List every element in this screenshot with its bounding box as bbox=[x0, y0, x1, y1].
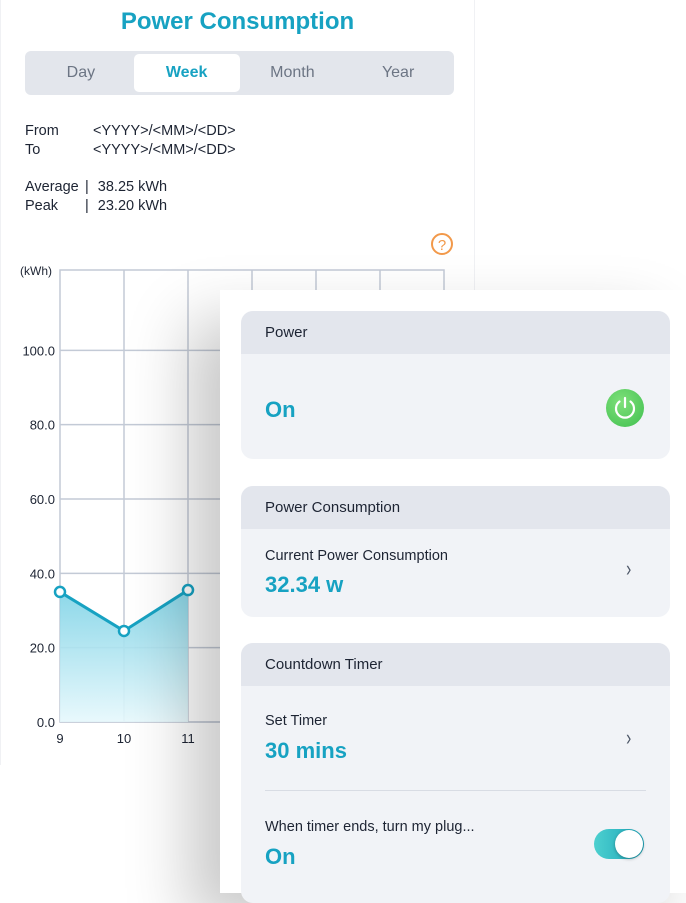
from-label: From bbox=[25, 123, 59, 139]
x-tick-label: 9 bbox=[56, 731, 63, 746]
data-point bbox=[117, 624, 131, 638]
power-card: Power On bbox=[241, 311, 670, 459]
to-value: <YYYY>/<MM>/<DD> bbox=[93, 142, 236, 158]
chevron-right-icon[interactable]: › bbox=[625, 556, 631, 581]
timer-end-value: On bbox=[265, 844, 296, 869]
chevron-right-icon[interactable]: › bbox=[625, 725, 631, 750]
tab-day[interactable]: Day bbox=[66, 64, 96, 81]
stats: Average | 38.25 kWh Peak | 23.20 kWh bbox=[25, 178, 167, 216]
from-value: <YYYY>/<MM>/<DD> bbox=[93, 123, 236, 139]
divider bbox=[265, 790, 646, 791]
set-timer-label: Set Timer bbox=[265, 713, 328, 729]
current-consumption-label: Current Power Consumption bbox=[265, 548, 448, 564]
data-point bbox=[53, 585, 67, 599]
timer-end-label: When timer ends, turn my plug... bbox=[265, 819, 475, 835]
area-fill bbox=[60, 590, 188, 722]
page-title: Power Consumption bbox=[120, 8, 355, 35]
peak-value: 23.20 kWh bbox=[97, 198, 168, 214]
period-segmented-control: Day Week Month Year bbox=[25, 51, 454, 95]
y-axis-label: (kWh) bbox=[20, 264, 52, 278]
y-tick-label: 100.0 bbox=[22, 343, 55, 358]
power-state: On bbox=[265, 397, 296, 422]
question-circle-icon[interactable]: ? bbox=[431, 233, 453, 255]
y-tick-label: 20.0 bbox=[30, 641, 55, 656]
toggle-knob bbox=[615, 830, 643, 858]
tab-month[interactable]: Month bbox=[270, 64, 315, 81]
power-consumption-card[interactable]: Power Consumption Current Power Consumpt… bbox=[241, 486, 670, 617]
average-label: Average bbox=[25, 179, 79, 195]
y-tick-label: 80.0 bbox=[30, 418, 55, 433]
tab-year[interactable]: Year bbox=[381, 64, 415, 81]
power-card-header: Power bbox=[241, 311, 670, 354]
countdown-timer-card: Countdown Timer Set Timer 30 mins › When… bbox=[241, 643, 670, 903]
set-timer-value[interactable]: 30 mins bbox=[265, 738, 347, 763]
peak-label: Peak bbox=[25, 198, 59, 214]
x-tick-label: 11 bbox=[181, 731, 195, 746]
x-tick-label: 10 bbox=[117, 731, 131, 746]
timer-end-toggle[interactable] bbox=[594, 829, 644, 859]
y-tick-label: 0.0 bbox=[37, 715, 55, 730]
power-button-icon[interactable] bbox=[606, 389, 644, 427]
separator: | bbox=[85, 179, 89, 195]
device-screen: Power On Power Consumption Current Power… bbox=[220, 290, 686, 903]
data-point bbox=[181, 583, 195, 597]
current-consumption-value: 32.34 w bbox=[265, 572, 344, 597]
y-tick-label: 60.0 bbox=[30, 492, 55, 507]
separator: | bbox=[85, 198, 89, 214]
tab-week[interactable]: Week bbox=[133, 54, 240, 92]
average-value: 38.25 kWh bbox=[97, 179, 168, 195]
date-range: From <YYYY>/<MM>/<DD> To <YYYY>/<MM>/<DD> bbox=[25, 122, 236, 160]
countdown-timer-card-header: Countdown Timer bbox=[241, 643, 670, 686]
to-label: To bbox=[25, 142, 41, 158]
y-tick-label: 40.0 bbox=[30, 566, 55, 581]
power-consumption-card-header: Power Consumption bbox=[241, 486, 670, 529]
